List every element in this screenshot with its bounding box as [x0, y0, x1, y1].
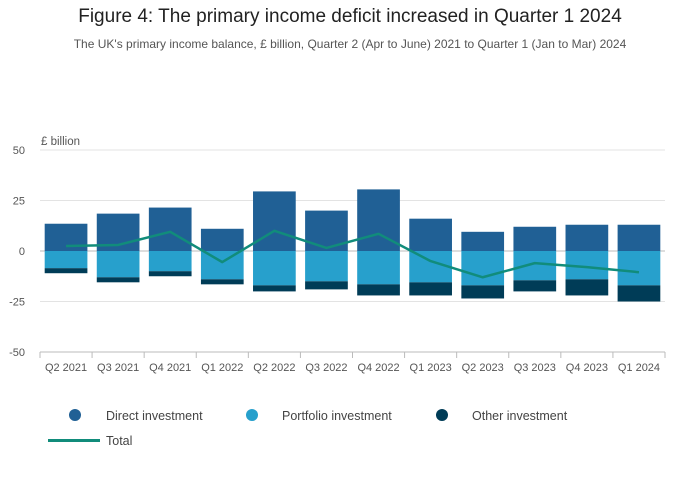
bar-other-investment — [513, 280, 557, 292]
line-total — [66, 229, 640, 279]
x-tick-label: Q1 2024 — [618, 362, 660, 374]
bar-direct-investment — [565, 224, 609, 251]
bar-other-investment — [148, 271, 192, 277]
bar-portfolio-investment — [253, 251, 296, 286]
bar-portfolio-investment — [617, 251, 661, 286]
x-tick-label: Q2 2023 — [462, 362, 504, 374]
bar-portfolio-investment — [200, 251, 244, 280]
bar-other-investment — [565, 279, 609, 296]
bar-portfolio-investment — [357, 251, 400, 285]
chart-title: Figure 4: The primary income deficit inc… — [78, 6, 622, 27]
bar-other-investment — [44, 268, 88, 274]
bar-portfolio-investment — [305, 251, 348, 282]
bar-portfolio-investment — [44, 251, 88, 269]
x-tick-label: Q1 2023 — [410, 362, 452, 374]
bar-direct-investment — [200, 228, 244, 251]
bar-direct-investment — [617, 224, 661, 251]
bar-portfolio-investment — [96, 251, 140, 278]
bar-portfolio-investment — [461, 251, 505, 286]
bar-portfolio-investment — [148, 251, 192, 272]
x-tick-label: Q3 2021 — [97, 362, 139, 374]
x-tick-label: Q4 2021 — [149, 362, 191, 374]
x-tick-label: Q2 2022 — [253, 362, 295, 374]
bar-direct-investment — [253, 191, 296, 251]
bar-direct-investment — [461, 231, 505, 251]
bar-other-investment — [617, 285, 661, 302]
y-axis-label: £ billion — [41, 136, 80, 148]
x-tick-label: Q1 2022 — [201, 362, 243, 374]
bar-direct-investment — [409, 218, 452, 251]
y-tick-label: 0 — [19, 246, 25, 258]
x-tick-label: Q3 2023 — [514, 362, 556, 374]
bar-direct-investment — [148, 207, 192, 251]
bar-direct-investment — [513, 226, 557, 251]
y-tick-label: 25 — [13, 196, 25, 208]
x-tick-label: Q3 2022 — [305, 362, 347, 374]
bar-portfolio-investment — [513, 251, 557, 281]
bar-other-investment — [200, 279, 244, 285]
bar-other-investment — [96, 277, 140, 283]
x-tick-label: Q4 2023 — [566, 362, 608, 374]
y-tick-label: 50 — [13, 145, 25, 157]
y-tick-label: -25 — [9, 297, 25, 309]
y-tick-label: -50 — [9, 347, 25, 359]
x-tick-label: Q2 2021 — [45, 362, 87, 374]
bar-other-investment — [461, 285, 505, 299]
bar-other-investment — [357, 284, 400, 296]
chart-subtitle: The UK's primary income balance, £ billi… — [73, 37, 627, 51]
bar-other-investment — [305, 281, 348, 290]
x-tick-label: Q4 2022 — [357, 362, 399, 374]
bar-other-investment — [253, 285, 296, 292]
bar-other-investment — [409, 282, 452, 296]
